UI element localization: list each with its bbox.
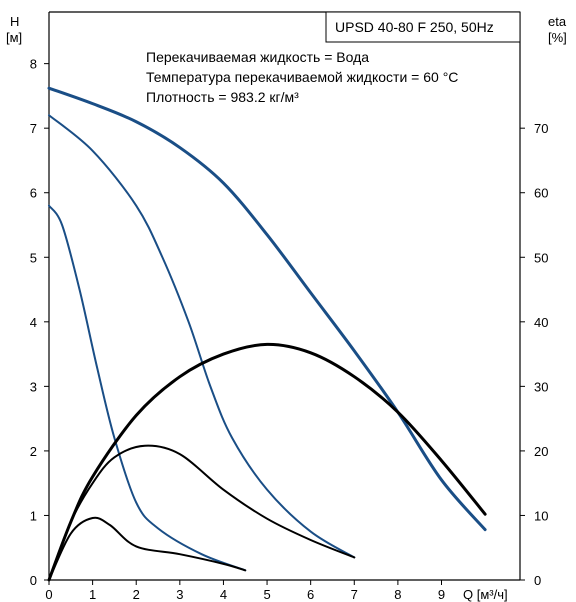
model-title-box: [325, 11, 521, 43]
y-left-tick-label: 2: [30, 444, 37, 459]
y-right-tick-label: 60: [534, 186, 548, 201]
x-tick-label: 7: [351, 587, 358, 602]
y-right-tick-label: 70: [534, 121, 548, 136]
y-right-tick-label: 40: [534, 315, 548, 330]
y-left-tick-label: 0: [30, 573, 37, 588]
y-right-tick-label: 30: [534, 379, 548, 394]
y-left-tick-label: 5: [30, 250, 37, 265]
y-left-tick-label: 3: [30, 379, 37, 394]
x-tick-label: 3: [176, 587, 183, 602]
x-tick-label: 6: [307, 587, 314, 602]
info-line-density: Плотность = 983.2 кг/м³: [146, 89, 299, 105]
curves: [47, 86, 487, 582]
efficiency-curve-4: [48, 444, 356, 581]
head-curve-2: [48, 204, 247, 572]
y-left-tick-label: 6: [30, 186, 37, 201]
x-tick-label: 5: [263, 587, 270, 602]
x-tick-label: 9: [438, 587, 445, 602]
y-left-tick-label: 7: [30, 121, 37, 136]
efficiency-curve-3: [47, 342, 487, 582]
y-right-label-unit: [%]: [548, 30, 567, 45]
x-tick-label: 8: [394, 587, 401, 602]
y-right-tick-label: 50: [534, 250, 548, 265]
info-line-temperature: Температура перекачиваемой жидкости = 60…: [146, 69, 458, 85]
y-right-tick-label: 20: [534, 444, 548, 459]
y-left-label-unit: [м]: [6, 30, 22, 45]
y-left-label-symbol: H: [10, 14, 19, 29]
axis-ticks: 0 1 2 3 4 5 6 7 8 9 0 1 2 3 4 5 6 7 8 0 10 20 30 40 50 60 70: [30, 57, 549, 602]
model-title: UPSD 40-80 F 250, 50Hz: [335, 19, 494, 35]
x-axis-label: Q [м³/ч]: [463, 587, 508, 602]
y-left-tick-label: 1: [30, 508, 37, 523]
head-curve-1: [48, 114, 356, 559]
y-right-tick-label: 0: [534, 573, 541, 588]
y-left-tick-label: 8: [30, 57, 37, 72]
y-right-tick-label: 10: [534, 508, 548, 523]
efficiency-curve-5: [48, 516, 247, 581]
y-right-label-symbol: eta: [548, 14, 567, 29]
x-tick-label: 4: [220, 587, 227, 602]
x-tick-label: 0: [45, 587, 52, 602]
y-left-tick-label: 4: [30, 315, 37, 330]
info-line-liquid: Перекачиваемая жидкость = Вода: [146, 49, 369, 65]
head-curve-0: [47, 86, 487, 532]
x-tick-label: 1: [89, 587, 96, 602]
x-tick-label: 2: [133, 587, 140, 602]
